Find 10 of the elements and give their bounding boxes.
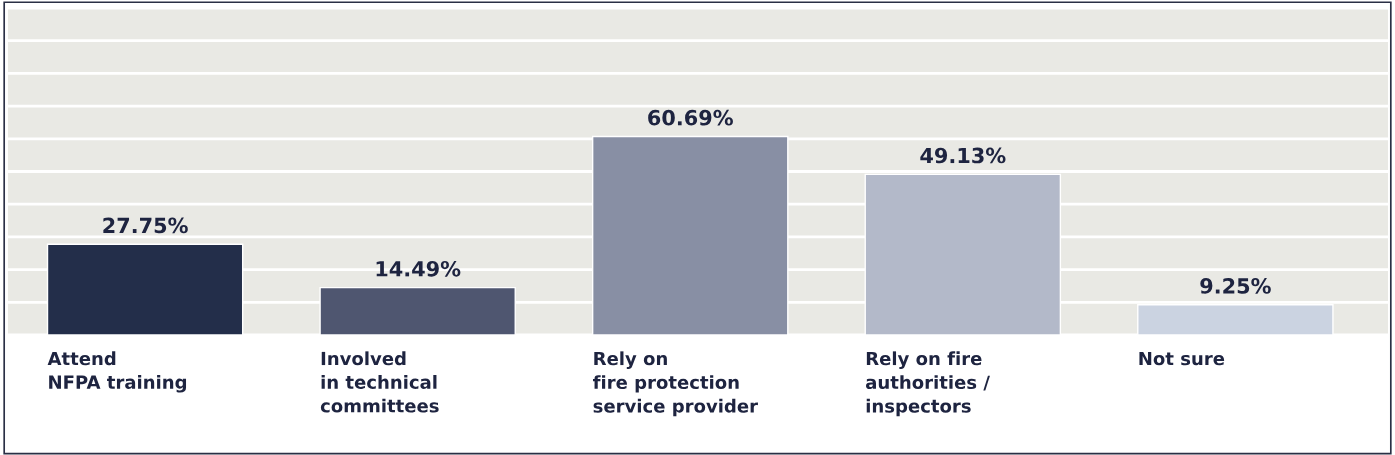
data-label: 9.25% bbox=[1200, 278, 1271, 294]
data-label: 49.13% bbox=[920, 147, 1006, 164]
data-label: 27.75% bbox=[103, 217, 188, 234]
x-tick-label: Involved in technical committees bbox=[320, 351, 439, 413]
x-tick-label: Rely on fire authorities / inspectors bbox=[865, 351, 990, 417]
x-tick-label: Rely on fire protection service provider bbox=[593, 351, 758, 417]
x-tick-label: Attend NFPA training bbox=[47, 351, 187, 393]
x-tick-label: Not sure bbox=[1139, 351, 1225, 366]
data-label: 14.49% bbox=[376, 260, 461, 277]
data-label: 60.69% bbox=[648, 109, 733, 126]
